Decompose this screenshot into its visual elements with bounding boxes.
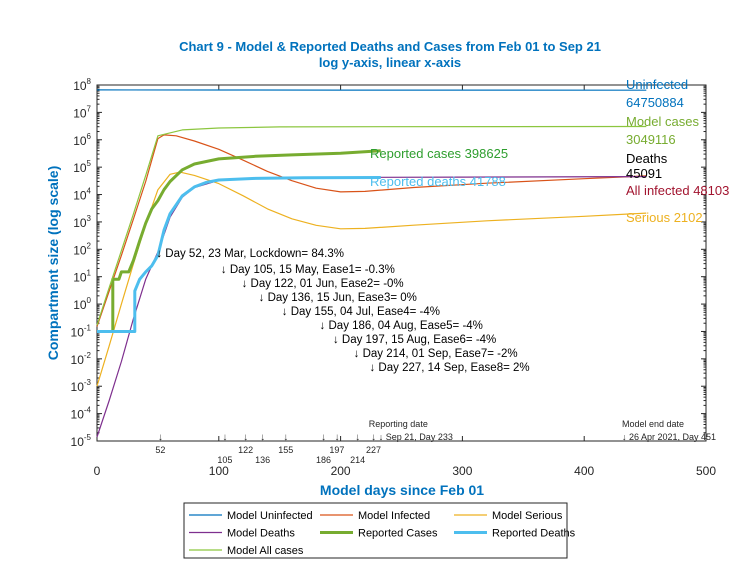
day-marker-arrow: ↓ (158, 432, 163, 443)
y-tick-label: 100 (73, 296, 91, 312)
end-label: Reported deaths 41788 (370, 174, 506, 189)
end-label: 3049116 (626, 132, 676, 147)
y-tick-label: 104 (73, 187, 91, 203)
intervention-annotation: ↓ Day 52, 23 Mar, Lockdown= 84.3% (156, 248, 344, 260)
day-marker-label: 52 (155, 445, 165, 455)
axes-frame (96, 84, 707, 442)
day-marker-label: 186 (316, 455, 331, 465)
end-label: Uninfected (626, 77, 688, 92)
end-label: 64750884 (626, 95, 684, 110)
legend-entry: Model Infected (358, 510, 430, 522)
y-tick-label: 105 (73, 159, 91, 175)
intervention-annotation: ↓ Day 122, 01 Jun, Ease2= -0% (242, 278, 404, 290)
series-model-all-cases (96, 125, 647, 326)
series-model-infected (96, 134, 647, 327)
model-end-date-label: ↓ 26 Apr 2021, Day 451 (622, 432, 716, 442)
legend-entry: Reported Deaths (492, 528, 576, 540)
y-tick-label: 107 (73, 104, 91, 120)
series-reported-cases (97, 149, 381, 333)
legend-entry: Model Deaths (227, 528, 295, 540)
day-marker-label: 122 (238, 445, 253, 455)
day-marker-arrow: ↓ (222, 432, 227, 443)
day-marker-label: 197 (329, 445, 344, 455)
intervention-annotation: ↓ Day 214, 01 Sep, Ease7= -2% (354, 348, 518, 360)
y-tick-label: 10-5 (71, 433, 92, 449)
y-tick-label: 10-1 (71, 323, 92, 339)
chart-subtitle: log y-axis, linear x-axis (319, 55, 461, 70)
x-tick-label: 0 (94, 464, 101, 478)
end-label: 45091 (626, 166, 662, 181)
x-tick-label: 100 (209, 464, 229, 478)
x-tick-label: 300 (452, 464, 472, 478)
intervention-annotation: ↓ Day 197, 15 Aug, Ease6= -4% (333, 334, 496, 346)
y-axis-label: Compartment size (log scale) (45, 166, 61, 361)
y-tick-label: 10-4 (71, 406, 92, 422)
y-tick-label: 102 (73, 241, 91, 257)
x-tick-label: 400 (574, 464, 594, 478)
intervention-annotation: ↓ Day 136, 15 Jun, Ease3= 0% (259, 292, 417, 304)
legend-entry: Reported Cases (358, 528, 438, 540)
y-tick-label: 101 (73, 269, 91, 285)
chart-title: Chart 9 - Model & Reported Deaths and Ca… (179, 39, 601, 54)
day-marker-label: 227 (366, 445, 381, 455)
day-marker-arrow: ↓ (321, 432, 326, 443)
intervention-annotation: ↓ Day 227, 14 Sep, Ease8= 2% (369, 362, 529, 374)
y-tick-label: 10-3 (71, 378, 92, 394)
day-marker-arrow: ↓ (283, 432, 288, 443)
end-label: Serious 2102 (626, 210, 703, 225)
legend-entry: Model Uninfected (227, 510, 313, 522)
day-marker-label: 136 (255, 455, 270, 465)
day-marker-arrow: ↓ (371, 432, 376, 443)
day-marker-label: 214 (350, 455, 365, 465)
series-reported-deaths (97, 176, 381, 333)
end-label: Model cases (626, 114, 699, 129)
plot-area: 0 100 200 300 400 500 108 107 106 105 104 103 102 101… (71, 77, 730, 478)
y-tick-label: 103 (73, 214, 91, 230)
intervention-annotation: ↓ Day 186, 04 Aug, Ease5= -4% (320, 320, 483, 332)
day-marker-arrow: ↓ (355, 432, 360, 443)
x-tick-label: 500 (696, 464, 716, 478)
reporting-date-title: Reporting date (369, 419, 428, 429)
legend-box (183, 502, 568, 559)
intervention-annotation: ↓ Day 155, 04 Jul, Ease4= -4% (282, 306, 440, 318)
legend-entry: Model All cases (227, 545, 304, 557)
day-marker-arrow: ↓ (260, 432, 265, 443)
end-label: All infected 48103 (626, 183, 729, 198)
x-tick-label: 200 (331, 464, 351, 478)
x-axis-label: Model days since Feb 01 (320, 482, 484, 498)
day-marker-arrow: ↓ (243, 432, 248, 443)
y-tick-label: 10-2 (71, 351, 92, 367)
day-marker-label: 155 (278, 445, 293, 455)
intervention-annotation: ↓ Day 105, 15 May, Ease1= -0.3% (221, 264, 395, 276)
model-end-date-title: Model end date (622, 419, 684, 429)
day-marker-label: 105 (217, 455, 232, 465)
day-marker-arrow: ↓ (334, 432, 339, 443)
y-tick-label: 106 (73, 132, 91, 148)
end-label: Deaths (626, 151, 668, 166)
reporting-date-label: ↓ Sep 21, Day 233 (379, 432, 453, 442)
legend-entry: Model Serious (492, 510, 563, 522)
legend: Model Uninfected Model Infected Model Seri… (183, 502, 576, 559)
y-tick-label: 108 (73, 77, 91, 93)
end-label: Reported cases 398625 (370, 146, 508, 161)
